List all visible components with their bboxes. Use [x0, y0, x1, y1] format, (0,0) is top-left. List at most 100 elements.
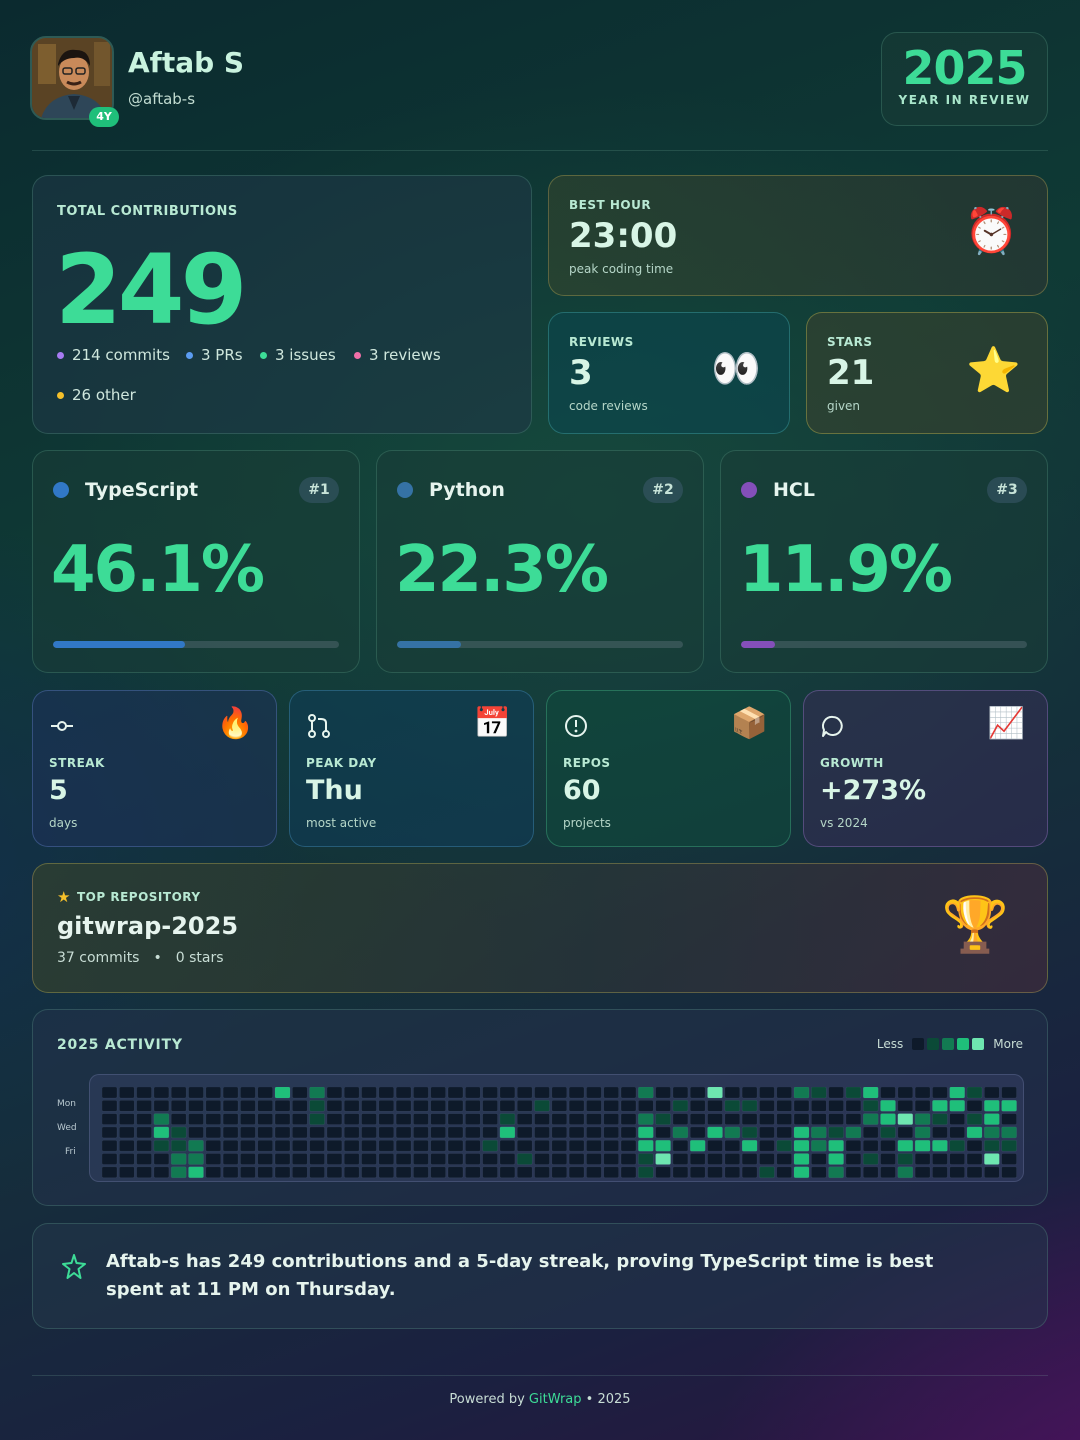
contribution-cell: [534, 1139, 550, 1152]
top-repository-name[interactable]: gitwrap-2025: [57, 912, 239, 940]
breakdown-prs-text: 3 PRs: [201, 346, 243, 364]
year-value: 2025: [902, 41, 1027, 95]
avatar[interactable]: [30, 36, 114, 120]
contribution-cell: [188, 1139, 204, 1152]
contribution-cell: [274, 1166, 291, 1179]
contribution-cell: [776, 1153, 793, 1165]
contribution-cell: [361, 1139, 377, 1152]
contribution-cell: [343, 1126, 360, 1139]
contribution-cell: [603, 1166, 620, 1179]
contribution-cell: [188, 1086, 204, 1099]
contribution-cell: [205, 1139, 222, 1152]
contribution-cell: [447, 1166, 464, 1179]
contribution-cell: [983, 1153, 1000, 1165]
contribution-cell: [499, 1139, 516, 1152]
contribution-cell: [862, 1166, 879, 1179]
stars-value: 21: [827, 353, 875, 393]
contribution-cell: [637, 1126, 654, 1139]
contribution-cell: [361, 1086, 377, 1099]
stars-caption: given: [827, 399, 861, 413]
contribution-cell: [897, 1100, 914, 1112]
contribution-cell: [309, 1113, 325, 1125]
profile-handle[interactable]: @aftab-s: [128, 90, 196, 108]
contribution-cell: [153, 1113, 170, 1125]
language-percent: 46.1%: [51, 533, 265, 607]
contribution-cell: [845, 1166, 862, 1179]
tenure-badge: 4Y: [89, 107, 119, 127]
contribution-cell: [326, 1153, 343, 1165]
contribution-cell: [862, 1126, 879, 1139]
contribution-cell: [672, 1139, 689, 1152]
breakdown-prs: 3 PRs: [186, 346, 243, 364]
top-repository-card[interactable]: ★ TOP REPOSITORY gitwrap-2025 37 commits…: [32, 863, 1048, 993]
contribution-cell: [395, 1086, 412, 1099]
breakdown-other-text: 26 other: [72, 386, 136, 404]
contribution-cell: [378, 1086, 395, 1099]
contribution-cell: [309, 1153, 325, 1165]
contribution-cell: [482, 1100, 498, 1112]
contribution-cell: [136, 1100, 152, 1112]
contribution-cell: [880, 1139, 896, 1152]
repo-meta-separator: •: [153, 950, 162, 966]
contribution-cell: [482, 1139, 498, 1152]
contribution-cell: [862, 1086, 879, 1099]
contribution-cell: [845, 1100, 862, 1112]
contribution-cell: [949, 1100, 966, 1112]
contribution-cell: [880, 1113, 896, 1125]
contribution-cell: [326, 1139, 343, 1152]
contribution-cell: [153, 1166, 170, 1179]
contribution-cell: [966, 1166, 983, 1179]
contribution-cell: [793, 1113, 810, 1125]
contribution-cell: [118, 1166, 135, 1179]
contribution-cell: [292, 1153, 308, 1165]
legend-swatch-4: [972, 1038, 985, 1050]
reviews-caption: code reviews: [569, 399, 648, 413]
contribution-cell: [447, 1100, 464, 1112]
contribution-cell: [516, 1113, 533, 1125]
language-color-dot: [741, 482, 757, 498]
contribution-cell: [222, 1113, 239, 1125]
contribution-cell: [430, 1139, 447, 1152]
contribution-cell: [101, 1166, 118, 1179]
contribution-cell: [534, 1153, 550, 1165]
contribution-cell: [568, 1153, 585, 1165]
contribution-cell: [170, 1153, 187, 1165]
contribution-cell: [776, 1126, 793, 1139]
repo-stars: 0 stars: [175, 950, 224, 966]
contribution-cell: [240, 1086, 256, 1099]
footer-brand-link[interactable]: GitWrap: [528, 1392, 582, 1407]
contribution-cell: [361, 1166, 377, 1179]
contribution-cell: [1001, 1086, 1017, 1099]
contribution-cell: [413, 1086, 429, 1099]
header-divider: [32, 150, 1048, 151]
contribution-cell: [741, 1139, 758, 1152]
repos-card: 📦 REPOS 60 projects: [546, 690, 791, 847]
repo-star-icon: ★: [57, 888, 71, 906]
contribution-cell: [499, 1153, 516, 1165]
language-color-dot: [397, 482, 413, 498]
top-repository-label: TOP REPOSITORY: [77, 890, 201, 904]
contribution-cell: [482, 1166, 498, 1179]
contribution-cell: [793, 1139, 810, 1152]
contribution-cell: [153, 1086, 170, 1099]
total-contributions-card: TOTAL CONTRIBUTIONS 249 214 commits 3 PR…: [32, 175, 532, 434]
best-hour-caption: peak coding time: [569, 262, 674, 276]
language-share-fill: [397, 641, 461, 648]
contribution-cell: [551, 1113, 568, 1125]
contribution-cell: [136, 1086, 152, 1099]
growth-value: +273%: [820, 775, 927, 806]
contribution-cell: [257, 1166, 273, 1179]
contribution-cell: [689, 1100, 706, 1112]
contribution-cell: [932, 1086, 948, 1099]
commits-dot-icon: [57, 351, 64, 359]
contribution-cell: [274, 1126, 291, 1139]
contribution-cell: [949, 1166, 966, 1179]
contribution-cell: [326, 1166, 343, 1179]
contribution-cell: [603, 1086, 620, 1099]
contribution-cell: [326, 1086, 343, 1099]
contribution-cell: [413, 1153, 429, 1165]
contribution-cell: [983, 1126, 1000, 1139]
trophy-icon: 🏆: [941, 893, 1009, 956]
contribution-cell: [222, 1139, 239, 1152]
contribution-cell: [810, 1166, 827, 1179]
